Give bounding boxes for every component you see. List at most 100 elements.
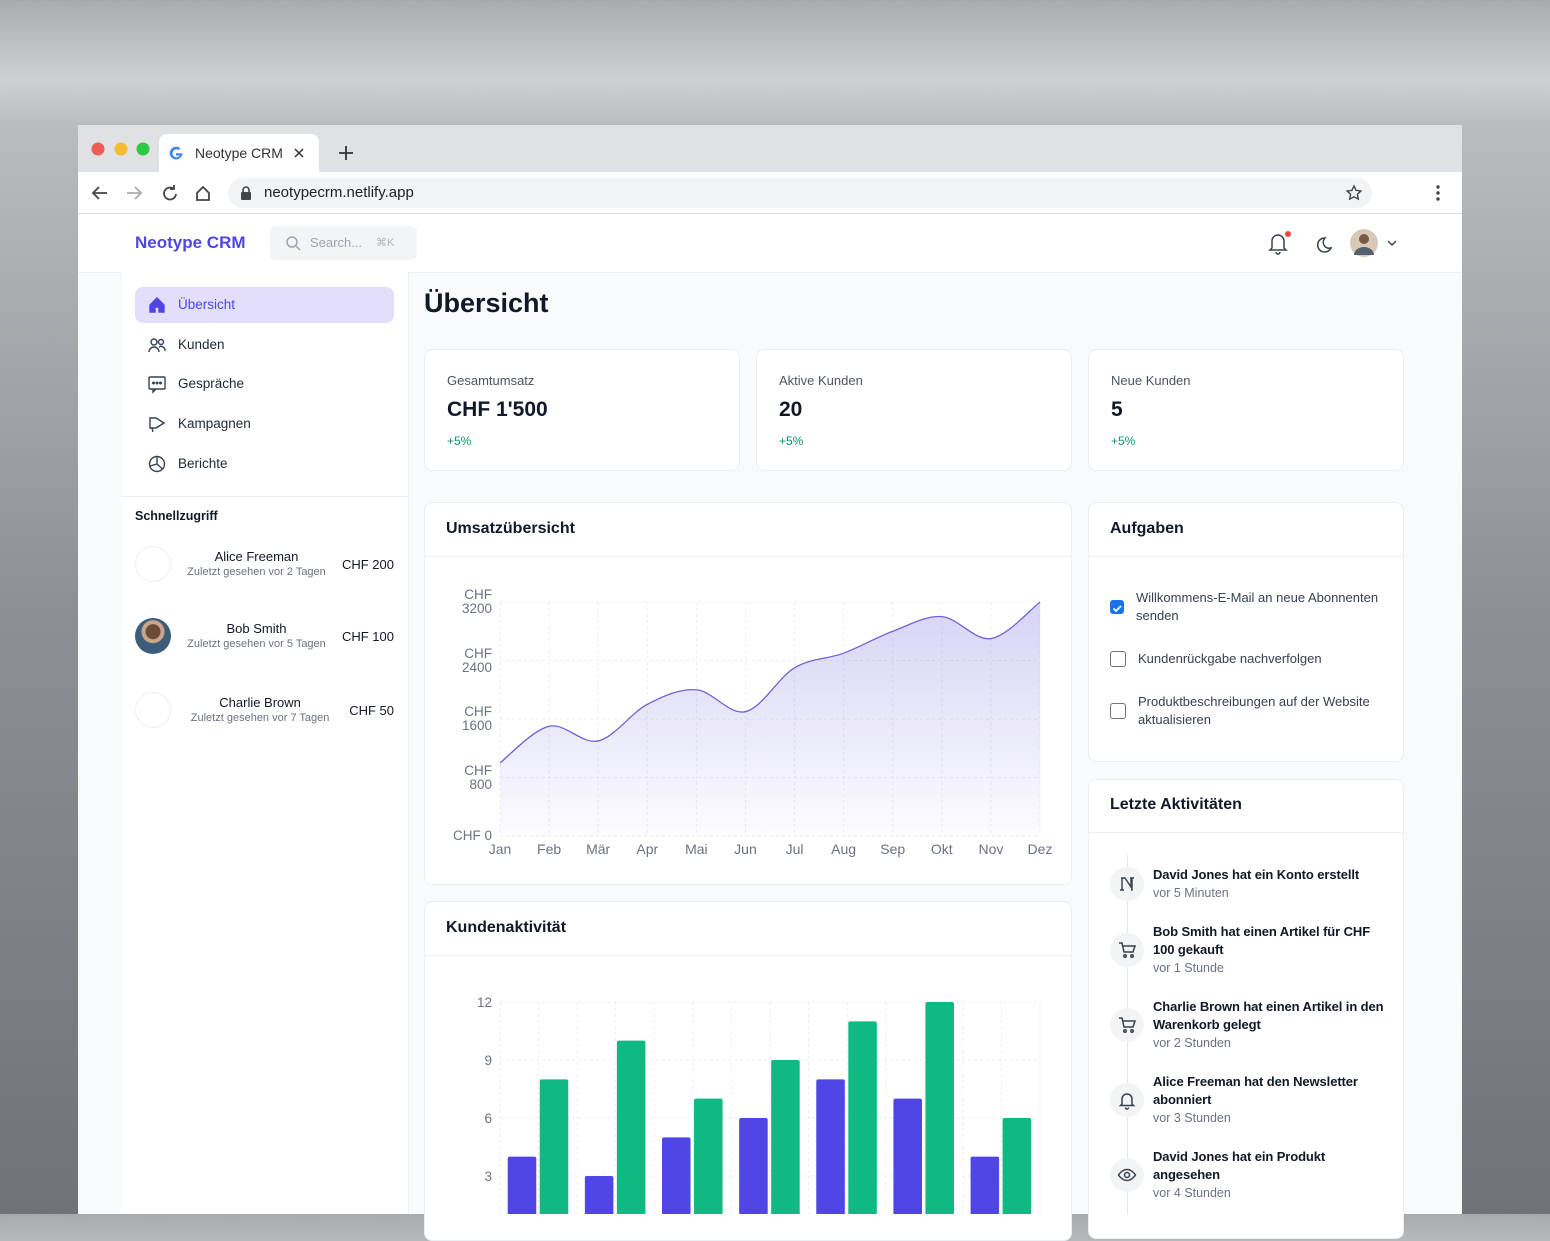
checkmark xyxy=(1112,605,1122,613)
address-bar[interactable] xyxy=(228,178,1372,208)
y-tick-label: CHF 3200 xyxy=(461,587,492,616)
nav-item[interactable]: Berichte xyxy=(135,446,394,482)
tab[interactable] xyxy=(159,134,319,172)
nav-label: Kunden xyxy=(178,336,225,352)
card-title: Letzte Aktivitäten xyxy=(1110,796,1242,813)
window-controls xyxy=(91,142,150,156)
tab-title: Neotype CRM xyxy=(195,145,283,161)
nav-icon xyxy=(148,455,166,472)
icon-part xyxy=(151,381,155,385)
search-box[interactable] xyxy=(270,226,417,260)
stat-value: 5 xyxy=(1111,398,1123,421)
icon-part xyxy=(150,337,158,346)
task-item: Produktbeschreibungen auf der Website ak… xyxy=(1110,684,1385,738)
contact-info: Alice Freeman Zuletzt gesehen vor 2 Tagen xyxy=(179,549,334,580)
notification-dot xyxy=(1285,231,1291,237)
nav-label: Gespräche xyxy=(178,376,245,392)
icon-part xyxy=(1119,942,1137,953)
reload[interactable] xyxy=(163,185,177,201)
y-tick-label: CHF 0 xyxy=(452,828,492,843)
checkbox[interactable] xyxy=(1110,651,1126,667)
new-tab[interactable] xyxy=(336,143,356,163)
contact-amount: CHF 200 xyxy=(341,556,394,572)
activity-text: Bob Smith hat einen Artikel für CHF 100 … xyxy=(1153,924,1371,957)
y-tick-label: CHF 2400 xyxy=(461,645,492,675)
favicon-g xyxy=(169,146,183,160)
stat-label: Neue Kunden xyxy=(1111,373,1191,388)
stat-value: CHF 1'500 xyxy=(447,398,548,421)
icon-part xyxy=(149,456,163,470)
menu-dots[interactable] xyxy=(1432,183,1444,203)
icon-part xyxy=(1123,1171,1131,1179)
icon-part xyxy=(155,381,159,385)
activity-item: Alice Freeman hat den Newsletter abonnie… xyxy=(1088,1073,1404,1127)
card-divider xyxy=(425,955,1071,956)
quick-item[interactable]: Charlie Brown Zuletzt gesehen vor 7 Tagen… xyxy=(135,692,394,728)
checkbox[interactable] xyxy=(1110,600,1124,614)
activity-time: vor 4 Stunden xyxy=(1153,1186,1231,1200)
dot xyxy=(1436,185,1440,189)
bookmark-star[interactable] xyxy=(1345,184,1363,202)
icon xyxy=(1117,1168,1137,1182)
tab-close[interactable] xyxy=(292,146,306,160)
stat-card: Neue Kunden 5 +5% xyxy=(1088,349,1404,471)
stat-value: 20 xyxy=(779,398,803,421)
user-menu[interactable] xyxy=(1387,240,1397,247)
activity-time: vor 2 Stunden xyxy=(1153,1036,1231,1050)
bell[interactable] xyxy=(1268,234,1288,255)
contact-seen: Zuletzt gesehen vor 5 Tagen xyxy=(187,637,326,650)
avatar xyxy=(135,618,171,654)
icon-part xyxy=(1123,954,1127,958)
nav-item[interactable]: Gespräche xyxy=(135,366,394,402)
task-label: Kundenrückgabe nachverfolgen xyxy=(1138,651,1322,666)
contact-seen: Zuletzt gesehen vor 7 Tagen xyxy=(190,711,330,724)
contact-name: Charlie Brown xyxy=(219,694,301,710)
checkbox[interactable] xyxy=(1110,703,1126,719)
header-actions xyxy=(1268,229,1397,257)
activity-text: Alice Freeman hat den Newsletter abonnie… xyxy=(1153,1074,1358,1107)
contact-info: Bob Smith Zuletzt gesehen vor 5 Tagen xyxy=(179,621,334,652)
activity-text: David Jones hat ein Produkt angesehen xyxy=(1153,1149,1326,1182)
task-item: Willkommens-E-Mail an neue Abonnenten se… xyxy=(1110,580,1385,634)
dot xyxy=(1436,191,1440,195)
activity-icon xyxy=(1110,1008,1144,1042)
activity-time: vor 3 Stunden xyxy=(1153,1111,1231,1125)
activity-time: vor 5 Minuten xyxy=(1153,886,1229,900)
quick-access-title: Schnellzugriff xyxy=(135,509,218,523)
contact-info: Charlie Brown Zuletzt gesehen vor 7 Tagen xyxy=(179,695,341,726)
home[interactable] xyxy=(196,185,210,201)
icon-part xyxy=(1112,605,1122,613)
stat-change: +5% xyxy=(447,434,472,448)
icon-part xyxy=(1120,877,1134,891)
stat-card: Gesamtumsatz CHF 1'500 +5% xyxy=(424,349,740,471)
icon-part xyxy=(149,417,166,433)
icon-part xyxy=(158,381,162,385)
close-dot[interactable] xyxy=(91,142,105,156)
card-divider xyxy=(1089,556,1403,557)
maximize-dot[interactable] xyxy=(136,142,150,156)
back[interactable] xyxy=(91,186,107,200)
nav-label: Kampagnen xyxy=(178,416,251,432)
stat-label: Gesamtumsatz xyxy=(447,373,535,388)
nav-label: Berichte xyxy=(178,455,228,471)
nav-item[interactable]: Kampagnen xyxy=(135,406,394,442)
theme-toggle[interactable] xyxy=(1316,237,1333,253)
contact-name: Bob Smith xyxy=(226,620,287,636)
brand[interactable]: Neotype CRM xyxy=(135,233,246,252)
icon-part xyxy=(1130,1029,1134,1033)
tasks-card xyxy=(1088,502,1404,762)
quick-item[interactable]: Alice Freeman Zuletzt gesehen vor 2 Tagen… xyxy=(135,546,394,582)
contact-amount: CHF 100 xyxy=(341,628,394,644)
revenue-card xyxy=(424,502,1072,885)
dot xyxy=(1436,197,1440,201)
forward[interactable] xyxy=(127,186,143,200)
quick-item[interactable]: Bob Smith Zuletzt gesehen vor 5 Tagen CHF … xyxy=(135,618,394,654)
nav-item[interactable]: Übersicht xyxy=(135,287,394,323)
lens xyxy=(286,236,298,248)
nav-item[interactable]: Kunden xyxy=(135,327,394,363)
icon-part xyxy=(1119,1017,1137,1028)
minimize-dot[interactable] xyxy=(114,142,128,156)
task-label: Willkommens-E-Mail an neue Abonnenten se… xyxy=(1136,590,1379,623)
